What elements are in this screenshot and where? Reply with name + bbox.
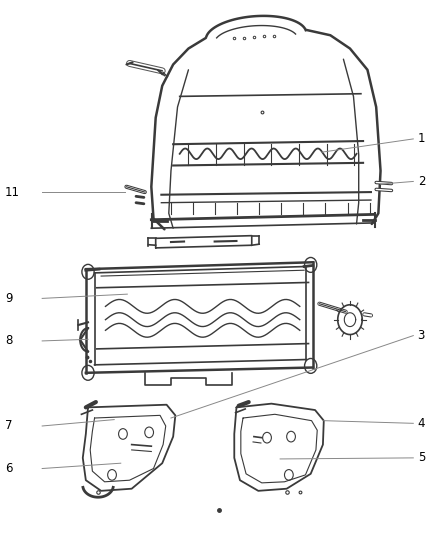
Text: 9: 9 [5,292,13,305]
Text: 5: 5 [418,451,425,464]
Text: 11: 11 [5,185,20,199]
Text: 6: 6 [5,462,13,475]
Text: 3: 3 [418,329,425,342]
Text: 1: 1 [418,132,425,146]
Text: 8: 8 [5,334,12,348]
Text: 2: 2 [418,175,425,188]
Text: 4: 4 [418,417,425,430]
Text: 7: 7 [5,419,13,432]
